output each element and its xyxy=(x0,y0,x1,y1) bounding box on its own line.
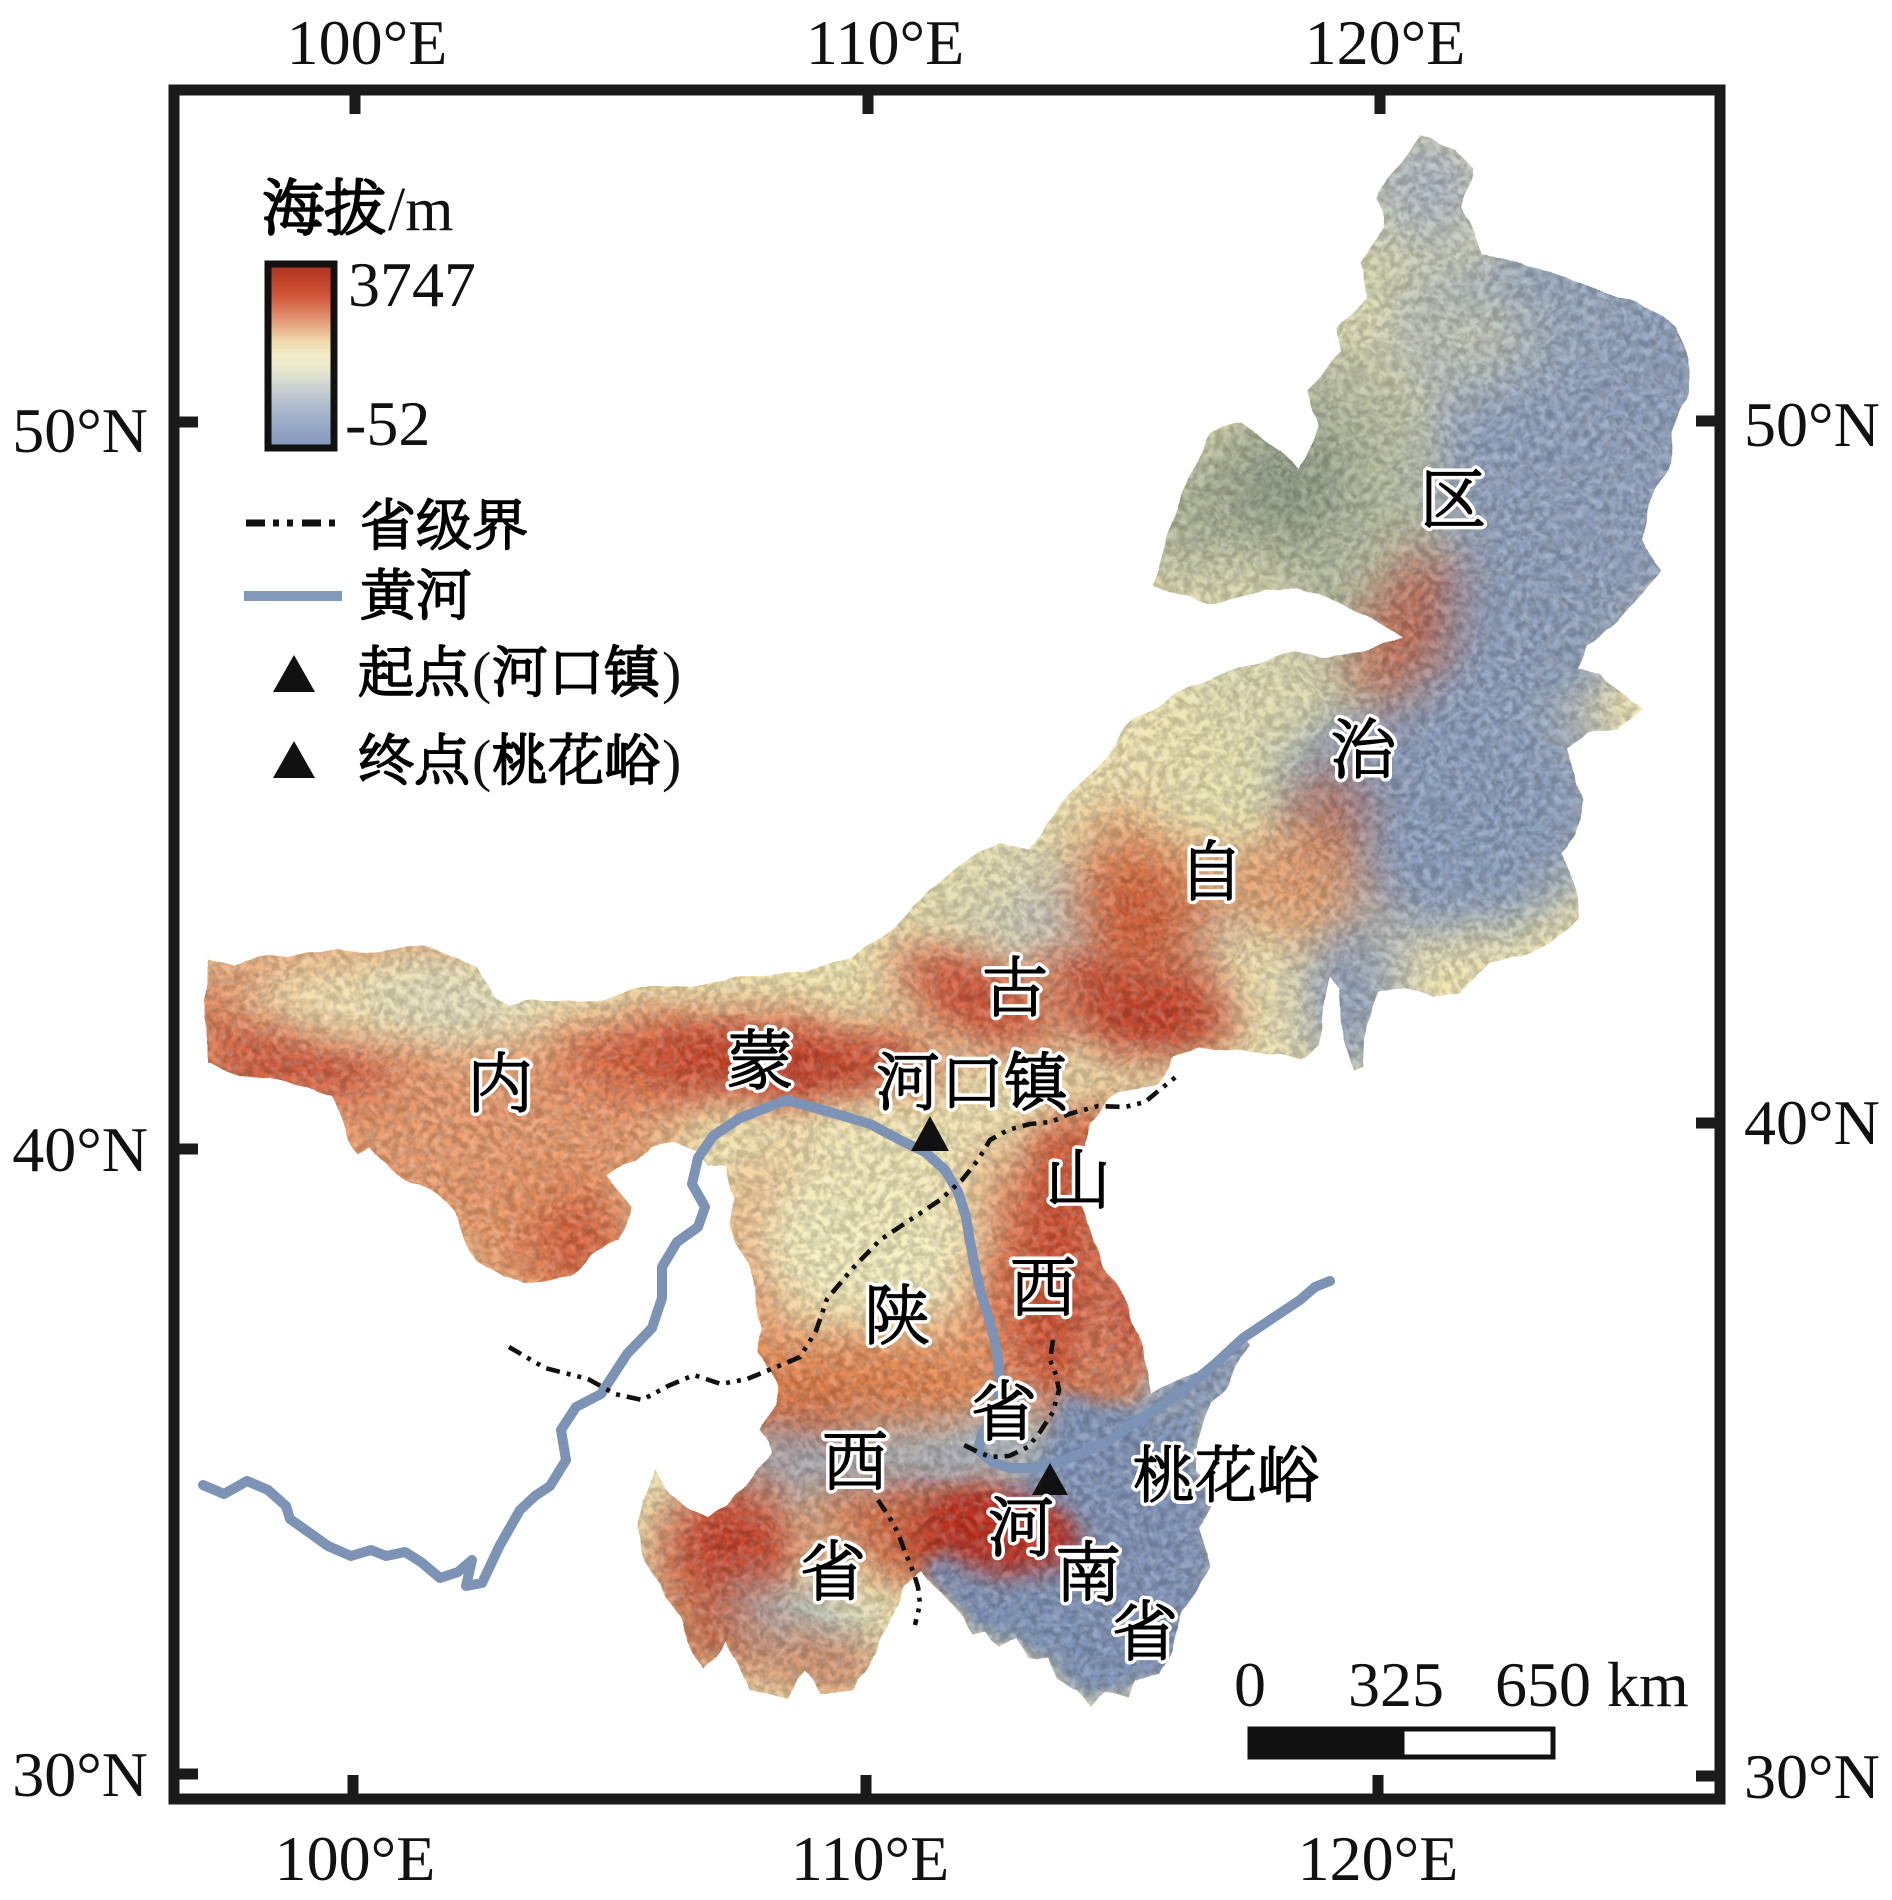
svg-text:): ) xyxy=(662,728,681,793)
svg-text:(: ( xyxy=(472,640,491,705)
svg-text:km: km xyxy=(1607,1649,1689,1720)
svg-text:40°N: 40°N xyxy=(12,1114,148,1185)
svg-text:120°E: 120°E xyxy=(1298,1823,1459,1894)
svg-text:50°N: 50°N xyxy=(1744,389,1880,460)
svg-text:110°E: 110°E xyxy=(806,7,964,78)
svg-text:-52: -52 xyxy=(345,388,430,459)
svg-text:650: 650 xyxy=(1495,1649,1591,1720)
svg-text:30°N: 30°N xyxy=(12,1739,148,1810)
svg-text:(: ( xyxy=(472,728,491,793)
svg-text:0: 0 xyxy=(1234,1649,1266,1720)
svg-text:325: 325 xyxy=(1348,1649,1444,1720)
svg-text:100°E: 100°E xyxy=(287,7,448,78)
svg-text:40°N: 40°N xyxy=(1744,1087,1880,1158)
svg-text:110°E: 110°E xyxy=(791,1823,949,1894)
svg-text:120°E: 120°E xyxy=(1305,7,1466,78)
svg-text:50°N: 50°N xyxy=(12,395,148,466)
svg-text:30°N: 30°N xyxy=(1744,1741,1880,1812)
svg-text:/m: /m xyxy=(388,176,453,244)
svg-text:3747: 3747 xyxy=(348,249,476,320)
svg-text:100°E: 100°E xyxy=(275,1823,436,1894)
svg-text:): ) xyxy=(662,640,681,705)
